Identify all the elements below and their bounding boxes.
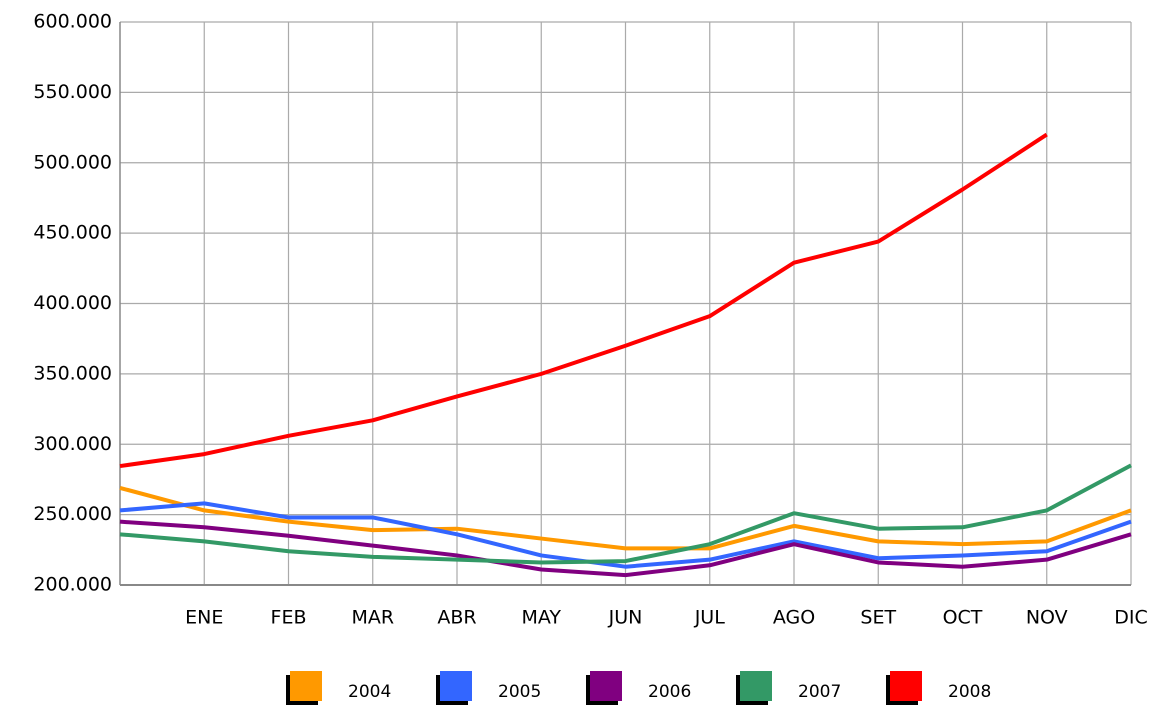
x-tick-label: NOV [1026,607,1068,629]
y-tick-label: 450.000 [33,222,112,244]
y-tick-label: 500.000 [33,151,112,173]
x-tick-label: MAR [351,607,394,629]
legend-label: 2008 [948,682,991,702]
x-tick-label: MAY [521,607,561,629]
legend-swatch [890,671,922,701]
y-tick-label: 600.000 [33,11,112,33]
legend-swatch [740,671,772,701]
x-tick-label: ABR [437,607,476,629]
x-tick-label: ENE [185,607,223,629]
x-tick-label: JUN [608,607,643,629]
line [119,463,1132,565]
y-tick-label: 250.000 [33,503,112,525]
x-tick-label: DIC [1114,607,1148,629]
legend-label: 2004 [348,682,391,702]
legend-label: 2006 [648,682,691,702]
legend-swatch [290,671,322,701]
y-tick-label: 400.000 [33,292,112,314]
y-tick-label: 350.000 [33,362,112,384]
y-tick-label: 200.000 [33,574,112,596]
line [119,519,1132,578]
x-tick-label: OCT [943,607,983,629]
y-tick-label: 300.000 [33,433,112,455]
legend-label: 2007 [798,682,841,702]
x-tick-label: FEB [271,607,307,629]
legend-swatch [440,671,472,701]
legend-label: 2005 [498,682,541,702]
line [119,132,1048,469]
line [119,501,1132,569]
line [119,485,1132,551]
legend-swatch [590,671,622,701]
x-tick-label: AGO [773,607,815,629]
x-tick-label: SET [860,607,896,629]
y-tick-label: 550.000 [33,81,112,103]
x-tick-label: JUL [694,607,726,629]
